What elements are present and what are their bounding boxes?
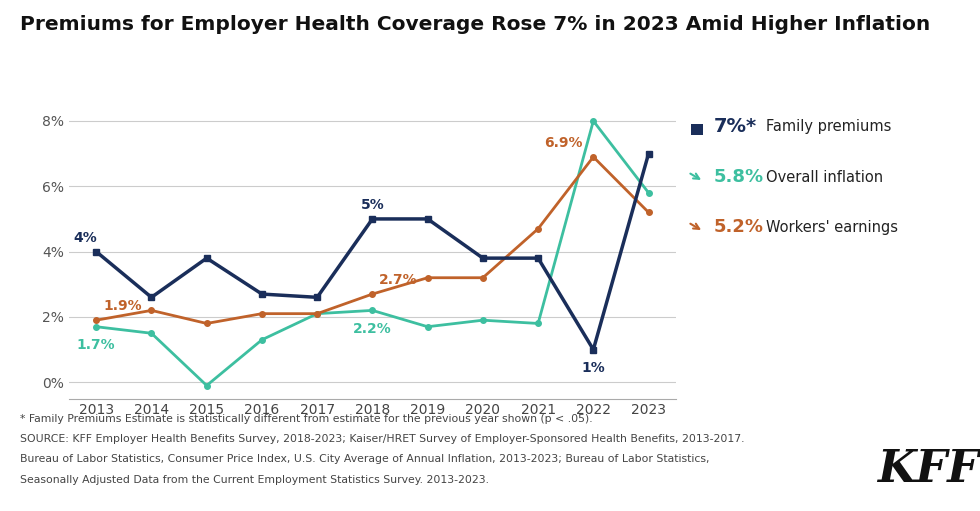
Text: Family premiums: Family premiums [766, 119, 892, 134]
Text: Bureau of Labor Statistics, Consumer Price Index, U.S. City Average of Annual In: Bureau of Labor Statistics, Consumer Pri… [20, 454, 710, 464]
Bar [691, 124, 703, 135]
Text: Premiums for Employer Health Coverage Rose 7% in 2023 Amid Higher Inflation: Premiums for Employer Health Coverage Ro… [20, 15, 930, 34]
Text: 6.9%: 6.9% [544, 136, 582, 150]
Text: Workers' earnings: Workers' earnings [766, 220, 899, 235]
Text: KFF: KFF [877, 448, 979, 491]
Text: 5%: 5% [361, 198, 384, 212]
Text: 4%: 4% [74, 231, 97, 245]
Text: 7%*: 7%* [713, 117, 757, 136]
Text: 5.8%: 5.8% [713, 168, 763, 187]
Text: SOURCE: KFF Employer Health Benefits Survey, 2018-2023; Kaiser/HRET Survey of Em: SOURCE: KFF Employer Health Benefits Sur… [20, 434, 744, 444]
Text: 1.9%: 1.9% [103, 299, 142, 313]
Text: * Family Premiums Estimate is statistically different from estimate for the prev: * Family Premiums Estimate is statistica… [20, 413, 592, 424]
Text: 1%: 1% [581, 361, 606, 375]
Text: 5.2%: 5.2% [713, 218, 763, 237]
Text: 1.7%: 1.7% [76, 338, 116, 352]
Text: 2.7%: 2.7% [379, 273, 417, 287]
Text: Overall inflation: Overall inflation [766, 170, 884, 185]
Text: Seasonally Adjusted Data from the Current Employment Statistics Survey. 2013-202: Seasonally Adjusted Data from the Curren… [20, 475, 489, 485]
Text: 2.2%: 2.2% [353, 321, 392, 336]
